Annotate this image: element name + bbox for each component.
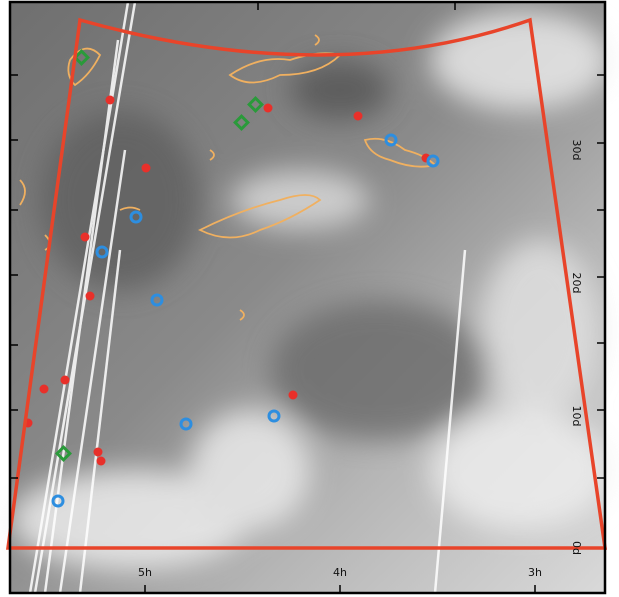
dec-label: 20d [570, 273, 583, 294]
dec-label: 10d [570, 406, 583, 427]
dec-label: 30d [570, 140, 583, 161]
image [10, 2, 610, 593]
ra-label: 4h [333, 566, 347, 579]
ra-label: 3h [528, 566, 542, 579]
dec-label: 0d [570, 541, 583, 555]
sky-map: 5h 4h 3h 30d 20d 10d 0d [0, 0, 619, 597]
ra-label: 5h [138, 566, 152, 579]
